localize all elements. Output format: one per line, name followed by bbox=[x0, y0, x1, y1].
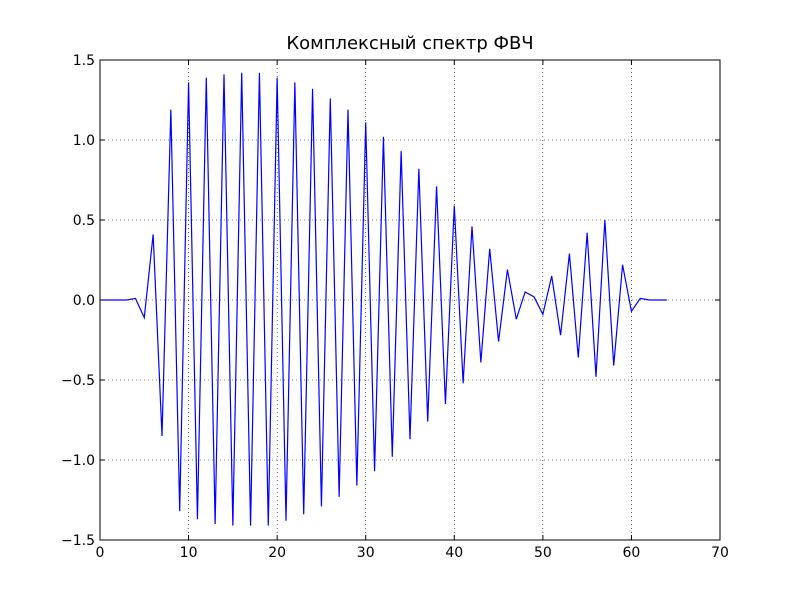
y-tick-label: −1.0 bbox=[61, 453, 95, 469]
y-tick-label: −1.5 bbox=[61, 533, 95, 549]
x-tick-label: 40 bbox=[445, 545, 463, 561]
y-tick-label: 1.5 bbox=[73, 53, 95, 69]
y-tick-label: 0.5 bbox=[73, 213, 95, 229]
x-tick-label: 10 bbox=[180, 545, 198, 561]
x-tick-label: 0 bbox=[96, 545, 105, 561]
x-tick-label: 60 bbox=[623, 545, 641, 561]
y-tick-label: 1.0 bbox=[73, 133, 95, 149]
x-tick-label: 20 bbox=[268, 545, 286, 561]
x-tick-label: 70 bbox=[711, 545, 729, 561]
plot-frame bbox=[99, 59, 721, 541]
x-tick-label: 50 bbox=[534, 545, 552, 561]
series-line bbox=[100, 72, 667, 526]
tick-labels: 0 10 20 30 40 50 60 70 −1.5 −1.0 −0.5 0.0 0.5 1.0 1.5 bbox=[61, 53, 729, 561]
series-layer bbox=[100, 72, 667, 526]
y-tick-label: −0.5 bbox=[61, 373, 95, 389]
y-tick-label: 0.0 bbox=[73, 293, 95, 309]
chart-title: Комплексный спектр ФВЧ bbox=[286, 33, 533, 54]
x-tick-label: 30 bbox=[357, 545, 375, 561]
